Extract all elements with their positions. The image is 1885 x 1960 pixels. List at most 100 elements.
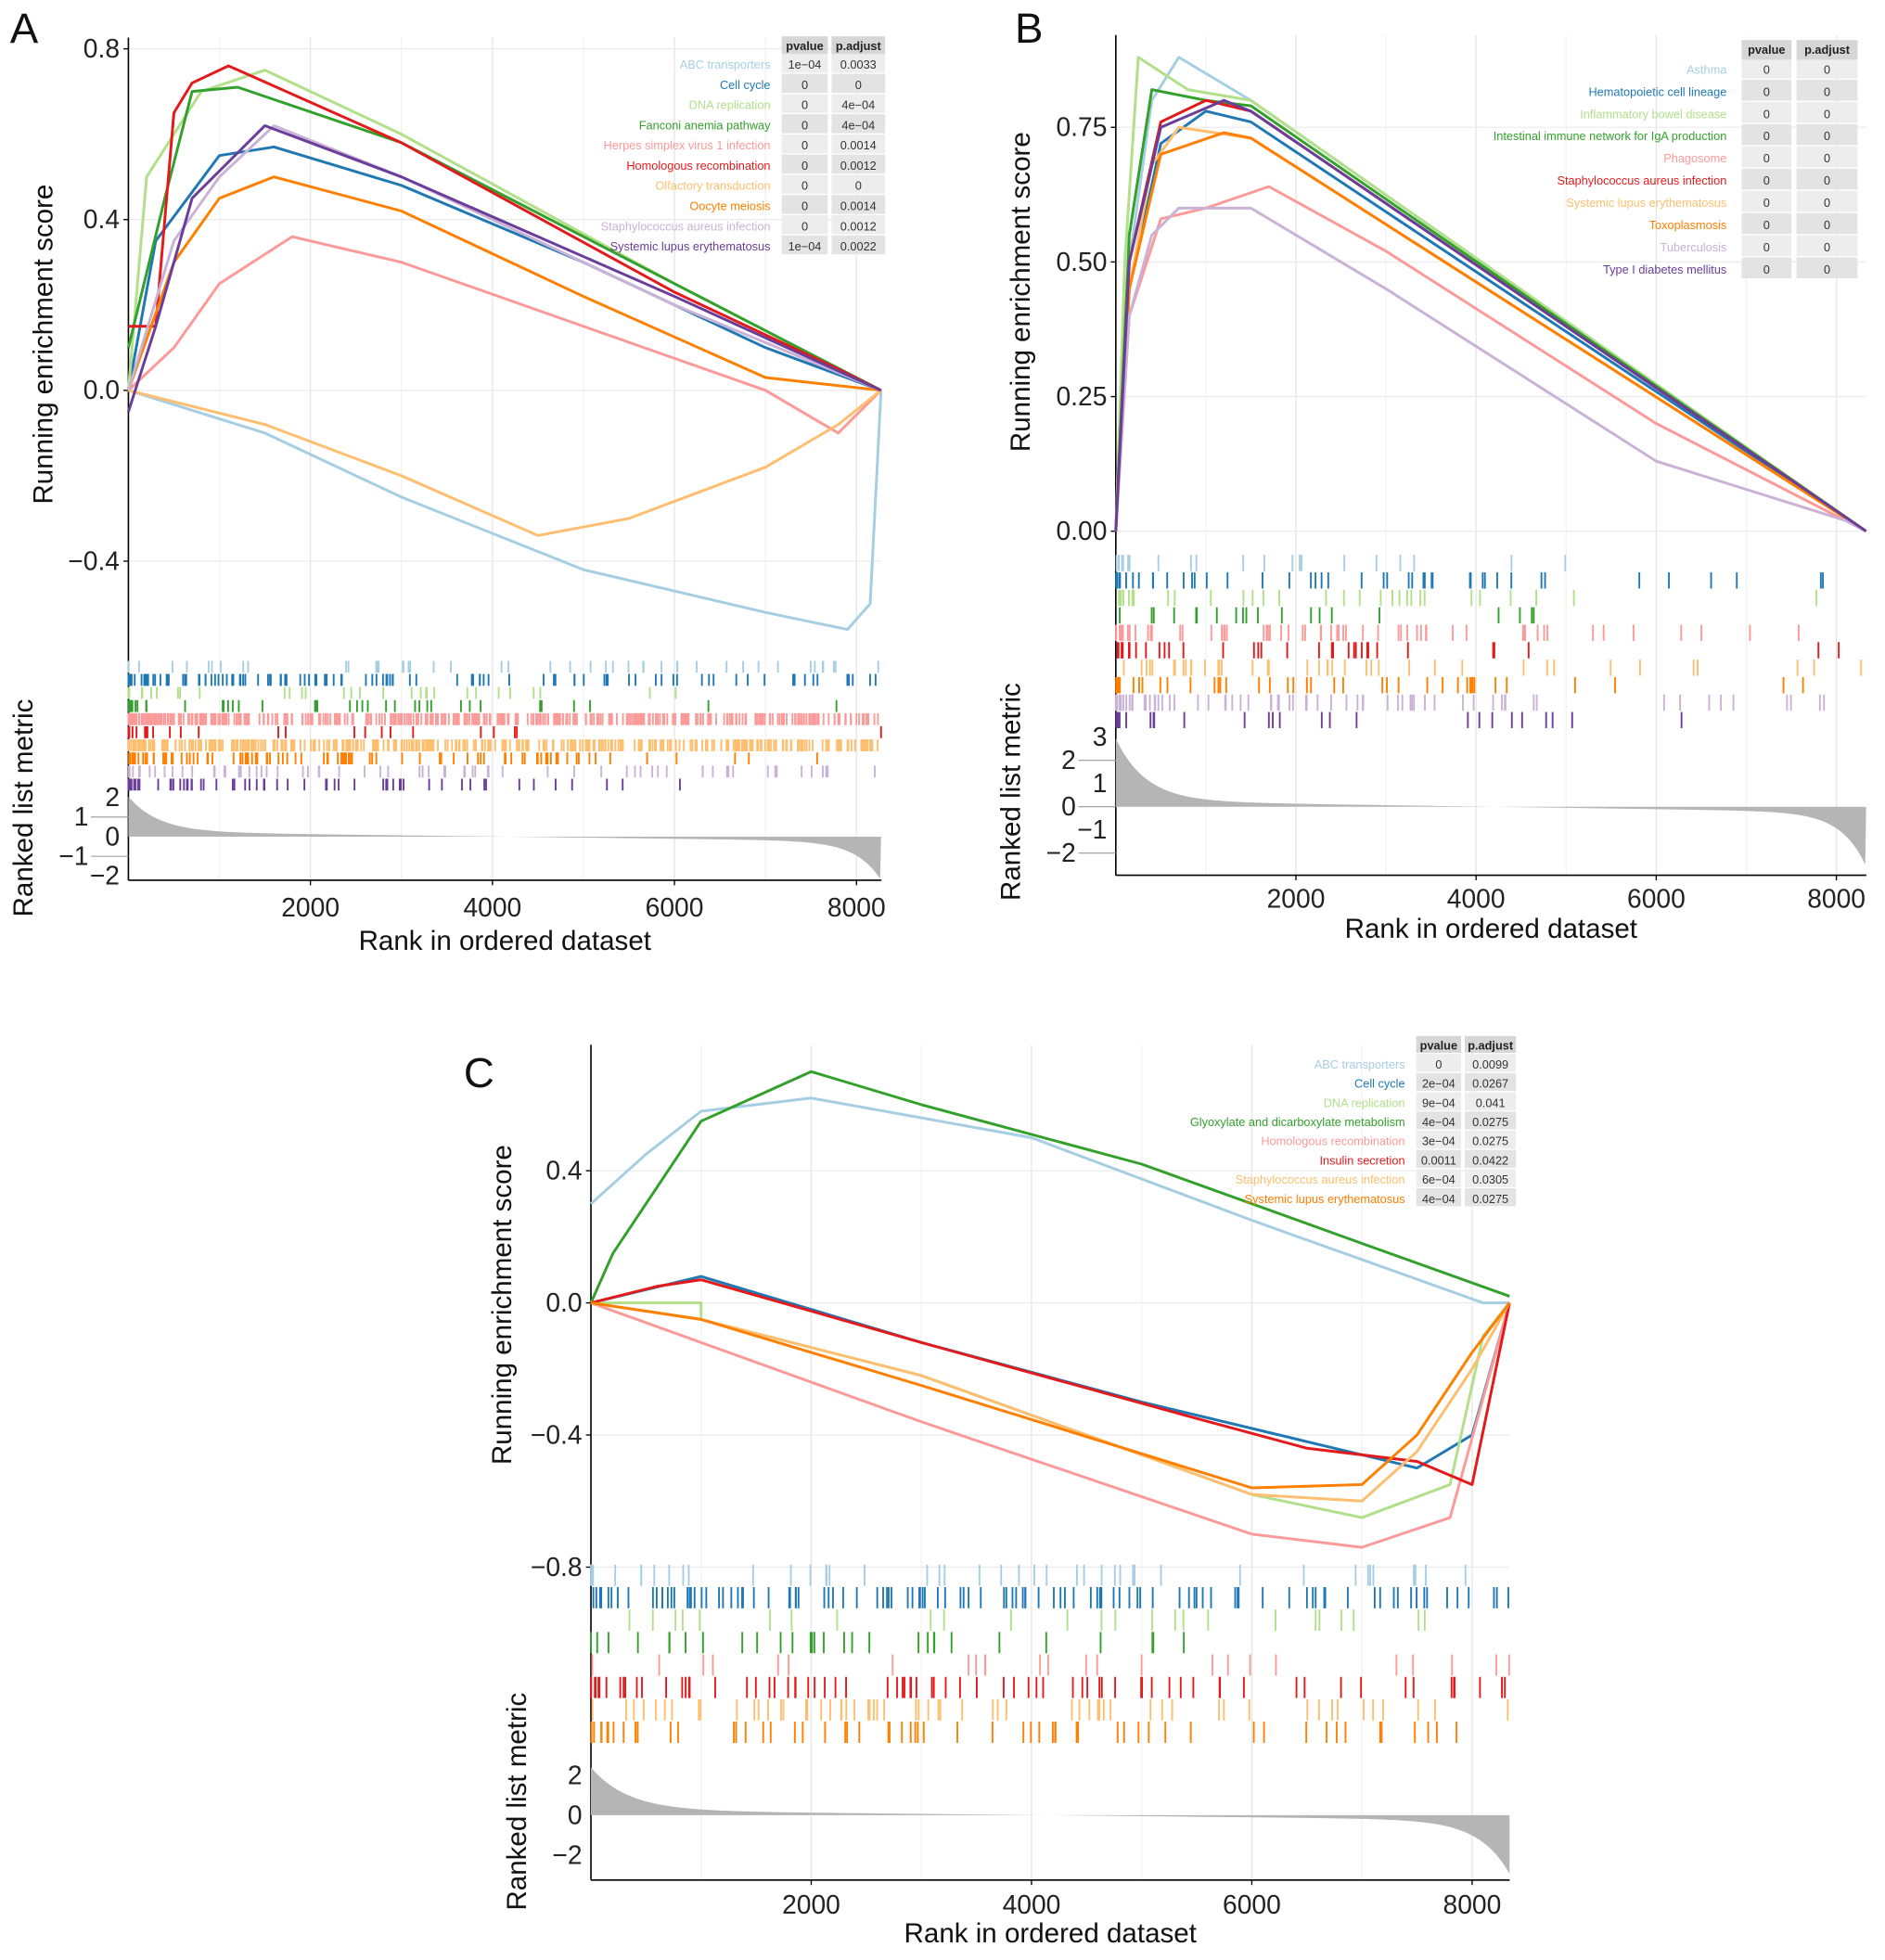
table-cell-bg <box>1465 1149 1517 1169</box>
metric-tick-label: −2 <box>90 861 120 890</box>
padjust-cell: 0 <box>1824 129 1830 143</box>
x-tick-label: 6000 <box>1627 884 1686 914</box>
x-tick-label: 4000 <box>463 892 521 922</box>
x-tick-label: 2000 <box>1267 884 1326 914</box>
es-line-3 <box>589 1070 1510 1304</box>
pvalue-cell: 0 <box>1763 129 1770 143</box>
metric-tick-label: 2 <box>568 1760 583 1789</box>
table-cell-bg <box>781 94 828 113</box>
padjust-cell: 0 <box>855 78 862 92</box>
pvalue-cell: 0 <box>801 98 808 112</box>
pvalue-cell: 0 <box>1763 62 1770 76</box>
table-cell-bg <box>831 53 886 73</box>
pvalue-cell: 0 <box>801 199 808 212</box>
es-line-4 <box>127 235 882 435</box>
hit-rug-0 <box>1115 555 1567 571</box>
hit-rug-1 <box>127 673 877 686</box>
metric-axis-title: Ranked list metric <box>502 1693 532 1911</box>
hit-rug-0 <box>590 1564 1467 1586</box>
legend-label: Hematopoietic cell lineage <box>1588 84 1726 98</box>
x-axis-title: Rank in ordered dataset <box>904 1918 1197 1949</box>
pvalue-cell: 6e−04 <box>1422 1172 1455 1186</box>
hit-rug-6 <box>1122 660 1863 676</box>
table-cell-bg <box>1796 190 1858 212</box>
table-cell-bg <box>781 235 828 255</box>
hit-rug-4 <box>127 712 879 725</box>
padjust-cell: 4e−04 <box>841 98 875 112</box>
table-cell-bg <box>831 174 886 194</box>
legend-label: Homologous recombination <box>1261 1134 1404 1148</box>
table-cell-bg <box>831 94 886 113</box>
legend-label: Oocyte meiosis <box>689 199 770 212</box>
metric-tick-label: 0 <box>1061 791 1076 821</box>
x-axis-title: Rank in ordered dataset <box>359 926 651 956</box>
es-line-3 <box>126 85 882 392</box>
es-line-2 <box>1114 56 1867 532</box>
padjust-cell: 0.0099 <box>1472 1057 1508 1071</box>
table-cell-bg <box>831 73 886 94</box>
table-cell-bg <box>1796 101 1858 123</box>
table-cell-bg <box>1741 101 1792 123</box>
x-tick-label: 8000 <box>827 892 886 922</box>
y-axis-title: Running enrichment score <box>487 1145 518 1465</box>
padjust-cell: 0 <box>1824 240 1830 254</box>
table-cell-bg <box>1741 123 1792 146</box>
table-cell-bg <box>1416 1054 1462 1072</box>
y-tick-label: 0.75 <box>1056 112 1107 142</box>
y-tick-label: −0.4 <box>68 545 120 575</box>
pvalue-cell: 1e−04 <box>789 239 822 253</box>
hit-rug-5 <box>1116 642 1840 659</box>
table-cell-bg <box>831 235 886 255</box>
padjust-cell: 0 <box>1824 173 1830 187</box>
table-cell-bg <box>1416 1188 1462 1207</box>
padjust-cell: 0.0012 <box>840 159 877 173</box>
pvalue-cell: 9e−04 <box>1422 1095 1455 1109</box>
es-line-9 <box>127 123 882 413</box>
table-cell-bg <box>1465 1072 1517 1092</box>
padjust-cell: 0.0275 <box>1472 1115 1508 1129</box>
legend-label: DNA replication <box>689 98 771 112</box>
padjust-cell: 0 <box>1824 151 1830 165</box>
table-cell-bg <box>1465 1130 1517 1149</box>
table-cell-bg <box>1416 1130 1462 1149</box>
y-axis-title: Running enrichment score <box>28 185 58 505</box>
hit-rug-4 <box>591 1654 1510 1676</box>
table-cell-bg <box>1796 80 1858 101</box>
padjust-cell: 0 <box>1824 218 1830 232</box>
table-cell-bg <box>781 134 828 154</box>
y-tick-label: 0.0 <box>545 1287 582 1317</box>
legend-label: Cell cycle <box>720 78 771 92</box>
es-line-0 <box>127 389 883 632</box>
table-cell-bg <box>1416 1072 1462 1092</box>
padjust-cell: 0.041 <box>1476 1095 1506 1109</box>
hit-rug-7 <box>1115 676 1804 694</box>
legend-label: Phagosome <box>1663 151 1726 165</box>
padjust-cell: 0 <box>1824 107 1830 121</box>
es-line-4 <box>590 1301 1511 1549</box>
table-cell-bg <box>1741 190 1792 212</box>
pvalue-cell: 4e−04 <box>1422 1115 1455 1129</box>
y-tick-label: 0.25 <box>1056 381 1107 411</box>
table-cell-bg <box>781 114 828 134</box>
pvalue-cell: 0 <box>1435 1057 1442 1071</box>
table-cell-bg <box>1465 1092 1517 1110</box>
padjust-cell: 4e−04 <box>841 118 875 132</box>
es-line-5 <box>128 64 882 392</box>
table-cell-bg <box>1796 123 1858 146</box>
pvalue-cell: 3e−04 <box>1422 1134 1455 1148</box>
y-tick-label: 0.50 <box>1056 247 1107 276</box>
pvalue-cell: 2e−04 <box>1422 1077 1455 1091</box>
es-line-8 <box>127 123 882 392</box>
table-cell-bg <box>1416 1169 1462 1187</box>
legend-label: Glyoxylate and dicarboxylate metabolism <box>1190 1115 1405 1129</box>
legend-label: Intestinal immune network for IgA produc… <box>1494 129 1727 143</box>
legend-label: Cell cycle <box>1354 1077 1405 1091</box>
table-header-bg <box>831 36 886 55</box>
metric-tick-label: 1 <box>74 801 89 831</box>
metric-tick-label: 1 <box>1093 768 1108 798</box>
metric-tick-label: 0 <box>568 1800 583 1829</box>
hit-rug-2 <box>127 686 677 699</box>
legend-label: Tuberculosis <box>1661 240 1727 254</box>
